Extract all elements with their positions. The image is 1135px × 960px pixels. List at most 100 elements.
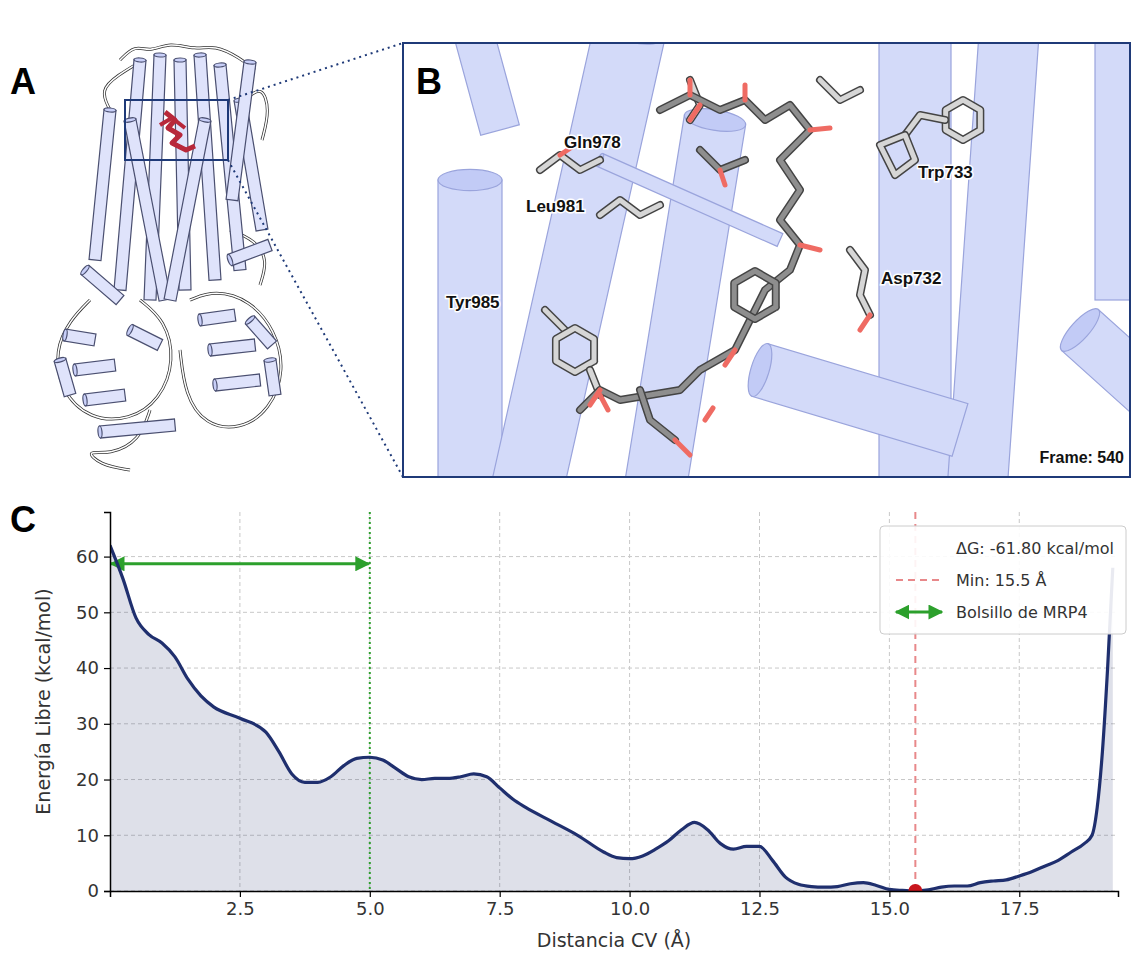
helix-cap xyxy=(72,364,77,376)
helix-body xyxy=(64,329,96,346)
y-axis-tick-mark xyxy=(104,724,110,725)
y-axis-tick-label: 30 xyxy=(76,713,99,734)
x-axis-tick-label: 12.5 xyxy=(740,898,780,919)
loop xyxy=(58,300,171,419)
grid-line-y xyxy=(110,723,1118,724)
atom-o xyxy=(690,105,700,120)
legend-label: ΔG: -61.80 kcal/mol xyxy=(956,539,1114,558)
helix xyxy=(226,239,272,266)
helix-cap xyxy=(82,394,87,406)
helix-cap xyxy=(438,169,502,190)
y-axis-tick-mark xyxy=(104,779,110,780)
y-axis-tick-mark xyxy=(104,668,110,669)
helix-body xyxy=(199,309,236,326)
panel-b-frame xyxy=(403,43,1130,477)
x-axis-title: Distancia CV (Å) xyxy=(537,929,691,951)
stick xyxy=(640,390,675,440)
zoom-connector xyxy=(228,43,403,100)
y-axis-tick-mark xyxy=(104,556,110,557)
legend-item: ΔG: -61.80 kcal/mol xyxy=(956,539,1114,558)
atom-o xyxy=(600,395,608,410)
panel-c: 2.55.07.510.012.515.017.50102030405060Di… xyxy=(32,512,1126,951)
figure: Gln978Leu981Tyr985Trp733Asp732Frame: 540… xyxy=(0,0,1135,960)
x-axis-tick-label: 10.0 xyxy=(610,898,650,919)
loop xyxy=(180,293,281,427)
stick-outline xyxy=(820,80,860,100)
x-axis-tick: 7.5 xyxy=(486,891,515,919)
stick-outline xyxy=(734,271,776,319)
frame-label-group: Frame: 540 xyxy=(1036,447,1129,468)
helix xyxy=(743,341,968,456)
atom-o xyxy=(705,408,713,420)
helix-body xyxy=(209,339,255,356)
helix-body xyxy=(752,344,968,457)
frame-label: Frame: 540 xyxy=(1040,449,1125,466)
helix xyxy=(1055,303,1130,440)
helix-cap xyxy=(174,58,186,62)
x-axis-tick-mark xyxy=(1019,891,1020,897)
helix-body xyxy=(451,43,520,135)
helix xyxy=(438,169,502,477)
legend: ΔG: -61.80 kcal/molMin: 15.5 ÅBolsillo d… xyxy=(880,526,1126,634)
helix-body xyxy=(54,358,76,396)
helix-cap xyxy=(199,117,212,123)
x-axis-tick-mark xyxy=(889,891,890,897)
stick xyxy=(905,115,945,135)
pocket-edge xyxy=(369,512,371,891)
legend-item: Bolsillo de MRP4 xyxy=(896,603,1088,622)
stick xyxy=(850,250,870,315)
x-axis-line xyxy=(111,892,1119,898)
x-axis-tick: 17.5 xyxy=(1000,891,1040,919)
helix-body xyxy=(74,359,115,376)
stick-outline xyxy=(946,100,981,140)
y-axis-tick: 0 xyxy=(88,880,110,901)
helix xyxy=(1095,43,1130,300)
x-axis-tick: 12.5 xyxy=(740,891,780,919)
helix-body xyxy=(124,119,171,301)
frame-label-bg xyxy=(1036,447,1129,468)
stick-outline xyxy=(556,328,594,372)
y-axis-tick-label: 20 xyxy=(76,769,99,790)
helix xyxy=(595,153,783,247)
helix-cap xyxy=(134,57,146,62)
y-axis-tick: 20 xyxy=(76,769,110,790)
helix-cap xyxy=(104,107,116,112)
stick-outline xyxy=(640,390,675,440)
atom-o xyxy=(743,85,748,100)
helix xyxy=(62,329,96,346)
atom-o xyxy=(720,170,725,185)
atom-o xyxy=(800,245,820,250)
panel-b: Gln978Leu981Tyr985Trp733Asp732Frame: 540 xyxy=(403,8,1135,528)
stick-outline xyxy=(905,115,945,135)
residue-label: Asp732 xyxy=(881,269,941,288)
stick xyxy=(545,310,565,330)
stick xyxy=(540,155,600,170)
stick-outline xyxy=(545,310,565,330)
helix xyxy=(82,389,125,406)
y-axis-tick-mark xyxy=(104,835,110,836)
stick xyxy=(946,100,981,140)
pocket-arrow xyxy=(111,562,369,565)
helix-cap xyxy=(244,315,256,326)
x-axis-tick-label: 2.5 xyxy=(226,898,255,919)
stick-outline xyxy=(880,135,915,175)
helix-body xyxy=(597,154,783,247)
min-point xyxy=(908,884,922,891)
helix-cap xyxy=(62,329,68,341)
residue-label: Leu981 xyxy=(526,197,585,216)
helix xyxy=(207,339,255,356)
helix-body xyxy=(99,419,175,438)
y-axis-tick: 50 xyxy=(76,602,110,623)
helix-body xyxy=(89,109,116,260)
atom-o xyxy=(860,315,870,330)
helix-cap xyxy=(97,426,102,438)
panel-letter: C xyxy=(10,499,36,540)
zoom-box xyxy=(125,100,228,160)
y-axis-tick-label: 0 xyxy=(88,880,99,901)
helix-cap xyxy=(194,53,206,58)
loop xyxy=(91,410,150,470)
panel-letter: A xyxy=(10,61,36,102)
panel-letter: B xyxy=(416,61,442,102)
x-axis-tick-mark xyxy=(240,891,241,897)
y-axis: 0102030405060 xyxy=(76,513,110,902)
